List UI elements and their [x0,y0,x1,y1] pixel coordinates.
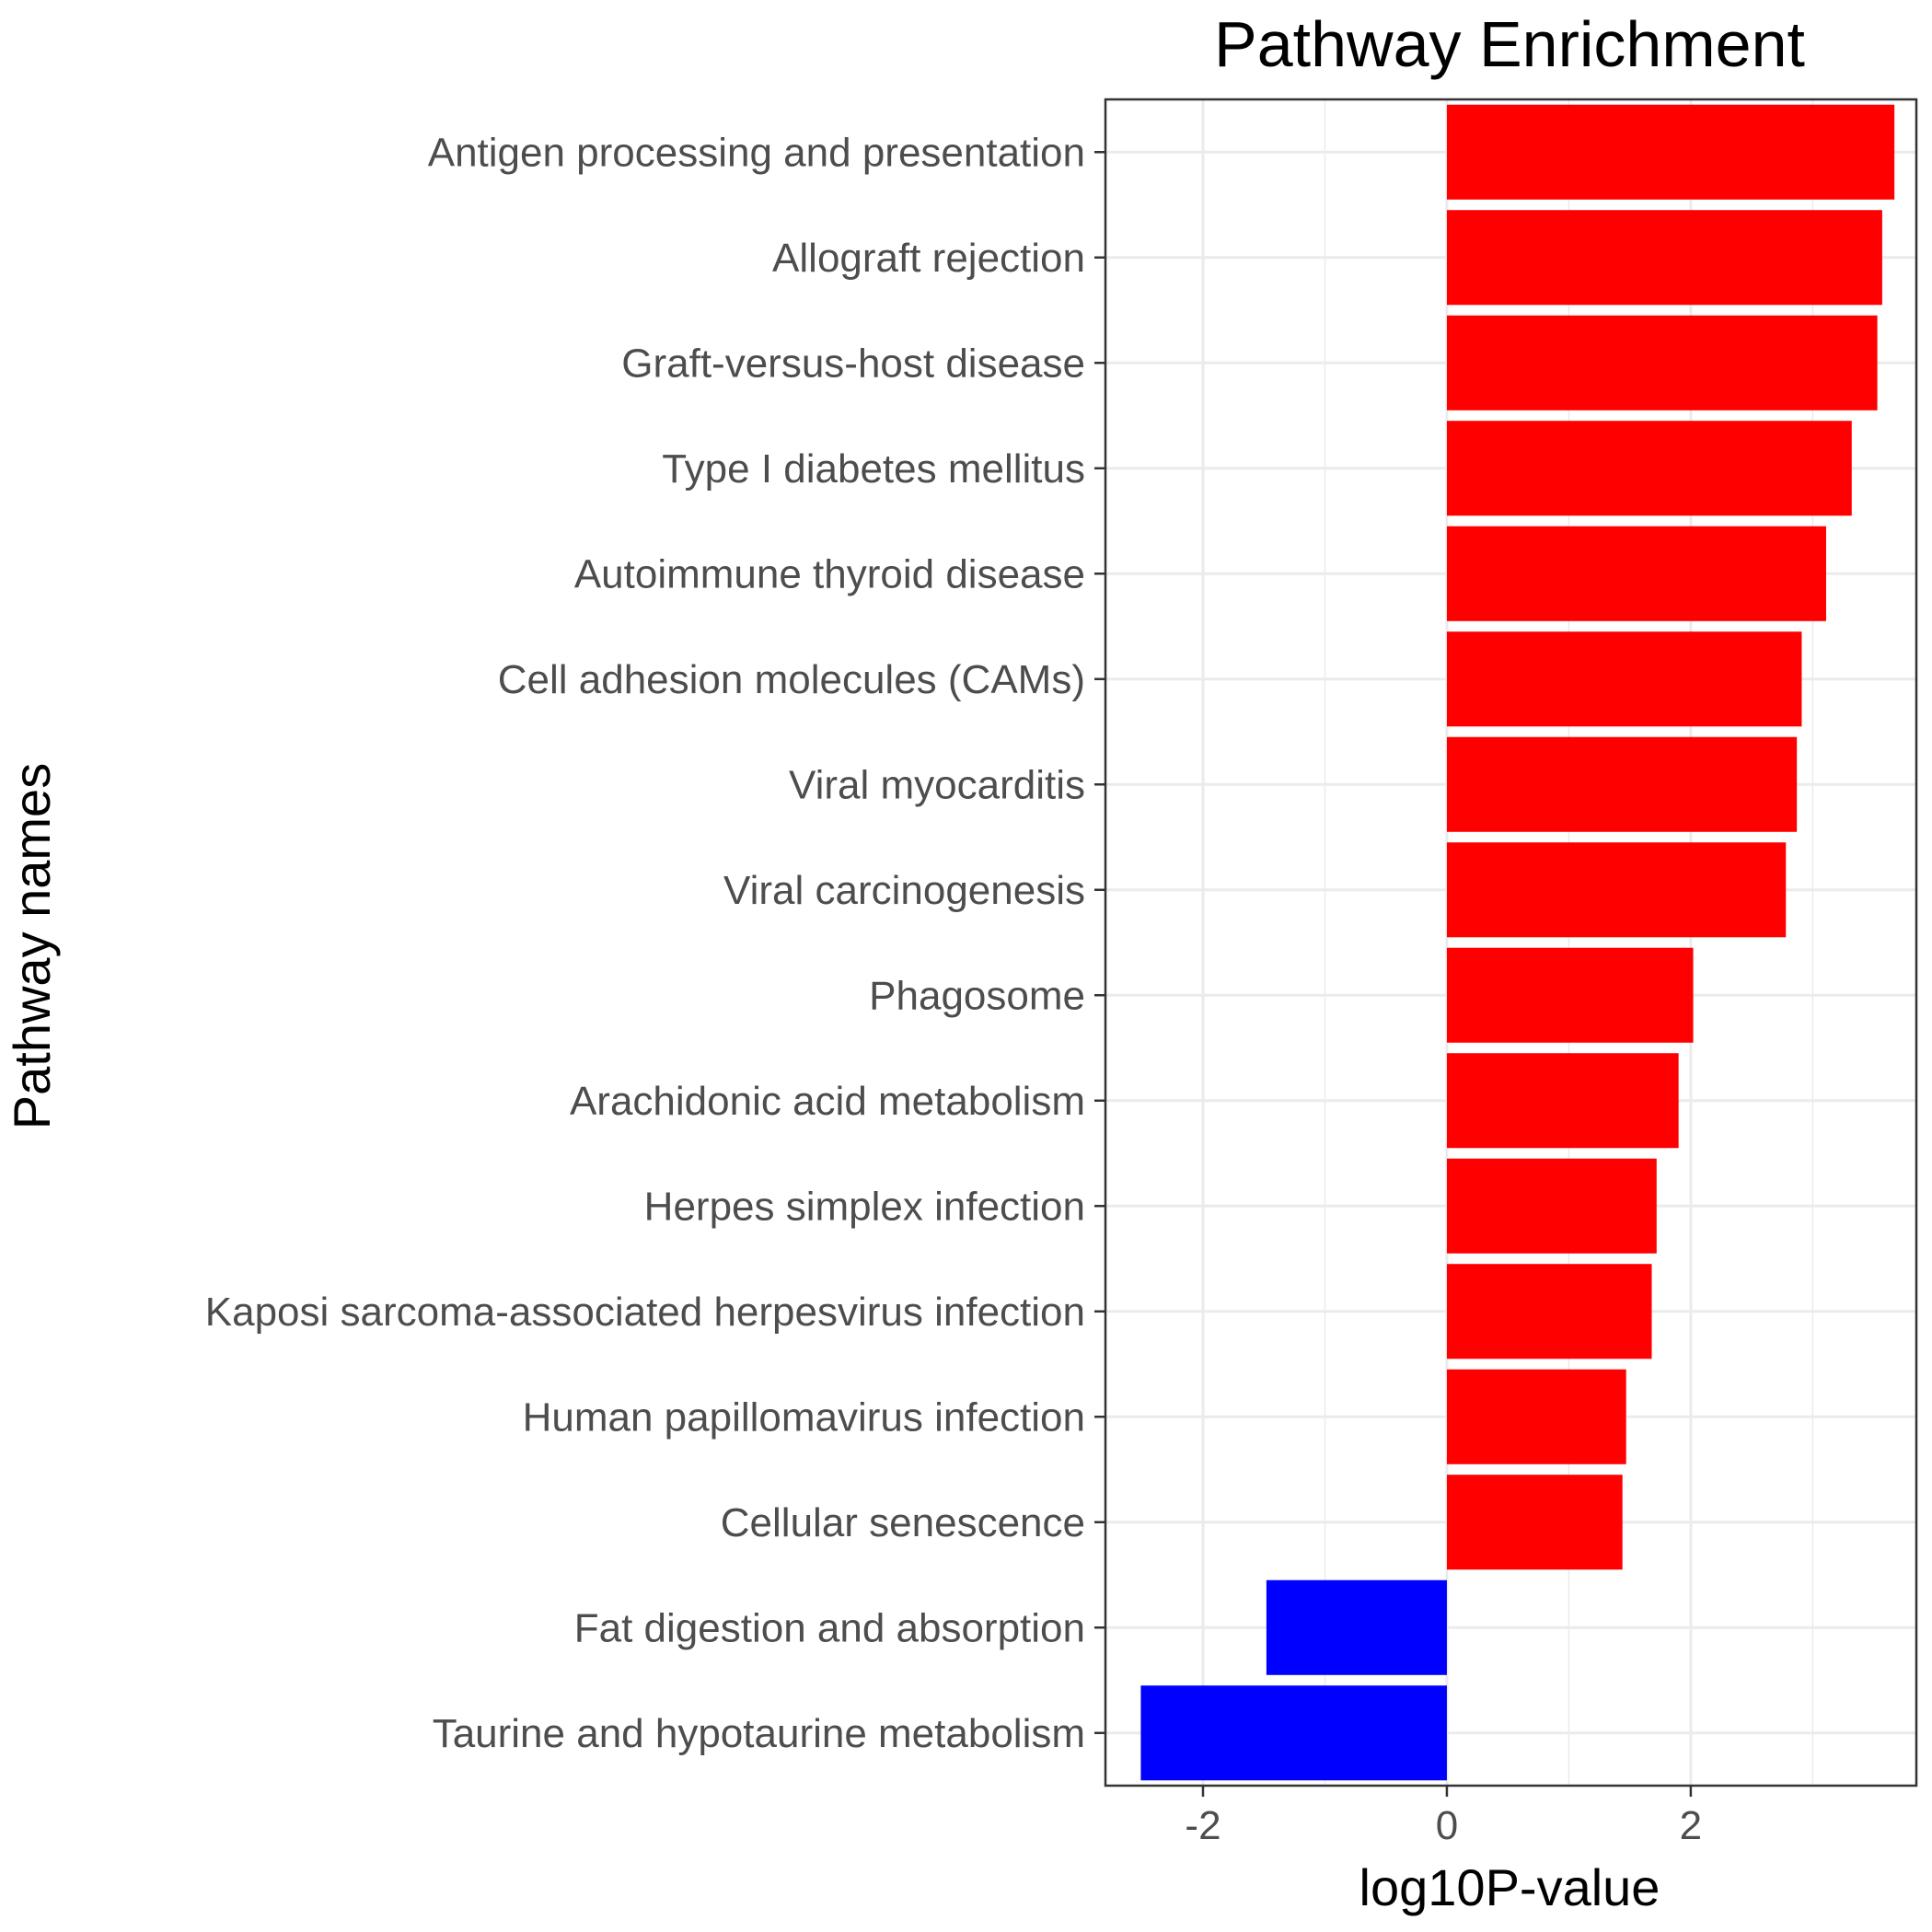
y-tick-label: Kaposi sarcoma-associated herpesvirus in… [205,1290,1085,1335]
panel-frame [1104,98,1918,1787]
bar [1266,1579,1447,1675]
y-tick-label: Human papillomavirus infection [523,1394,1085,1440]
y-tick-label: Arachidonic acid metabolism [570,1079,1085,1124]
x-axis-title: log10P-value [1359,1858,1660,1916]
y-tick-label: Taurine and hypotaurine metabolism [433,1711,1085,1756]
y-tick-label: Phagosome [869,973,1085,1018]
bar [1446,210,1882,306]
bar [1446,842,1787,938]
bar [1446,315,1878,411]
bar [1446,1475,1623,1570]
y-tick-label: Allograft rejection [772,236,1085,281]
y-axis: Antigen processing and presentation Allog… [205,130,1105,1756]
y-tick-label: Antigen processing and presentation [428,130,1085,175]
bar [1140,1685,1447,1781]
bar [1446,1053,1679,1149]
bar [1446,421,1852,516]
y-tick-label: Type I diabetes mellitus [662,446,1085,492]
y-tick-label: Viral myocarditis [789,762,1085,807]
x-tick-label: -2 [1185,1803,1221,1848]
y-tick-label: Autoimmune thyroid disease [574,551,1085,596]
bar [1446,947,1694,1043]
chart-title: Pathway Enrichment [1214,8,1805,80]
bar [1446,631,1802,727]
x-tick-label: 2 [1680,1803,1702,1848]
x-axis: -2 0 2 [1185,1786,1702,1848]
bar [1446,736,1798,832]
bar [1446,1369,1626,1464]
y-axis-title: Pathway names [3,763,61,1129]
y-tick-label: Cell adhesion molecules (CAMs) [498,657,1085,702]
y-tick-label: Herpes simplex infection [644,1184,1085,1229]
bar [1446,526,1826,621]
bars [1140,104,1895,1781]
y-tick-label: Graft-versus-host disease [621,341,1085,386]
panel-border [1104,98,1918,1787]
y-tick-label: Fat digestion and absorption [574,1605,1085,1650]
y-tick-label: Cellular senescence [721,1500,1085,1545]
bar [1446,1264,1652,1359]
x-tick-label: 0 [1436,1803,1458,1848]
y-tick-label: Viral carcinogenesis [723,868,1085,913]
bar [1446,104,1895,200]
bar [1446,1158,1657,1254]
